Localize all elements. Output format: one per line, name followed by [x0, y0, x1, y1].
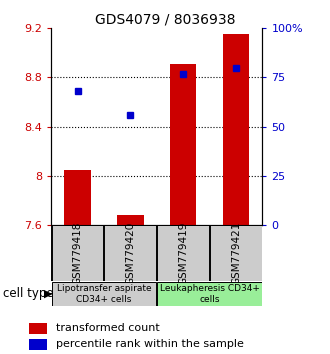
Text: transformed count: transformed count [56, 323, 160, 333]
Text: cell type: cell type [3, 287, 54, 300]
Bar [170, 64, 196, 225]
Bar [105, 225, 156, 281]
Bar [210, 225, 262, 281]
Text: GSM779418: GSM779418 [73, 221, 82, 285]
Text: GDS4079 / 8036938: GDS4079 / 8036938 [95, 12, 235, 27]
Bar [117, 215, 144, 225]
Text: GSM779421: GSM779421 [231, 221, 241, 285]
Bar [52, 282, 156, 306]
Bar [223, 34, 249, 225]
Text: Lipotransfer aspirate
CD34+ cells: Lipotransfer aspirate CD34+ cells [57, 284, 151, 303]
Bar [64, 170, 91, 225]
Bar [29, 338, 47, 350]
Text: GSM779419: GSM779419 [178, 221, 188, 285]
Bar [29, 322, 47, 334]
Bar [157, 282, 262, 306]
Text: Leukapheresis CD34+
cells: Leukapheresis CD34+ cells [160, 284, 259, 303]
Text: ▶: ▶ [44, 289, 52, 299]
Text: percentile rank within the sample: percentile rank within the sample [56, 339, 244, 349]
Bar [52, 225, 103, 281]
Bar [157, 225, 209, 281]
Text: GSM779420: GSM779420 [125, 222, 135, 285]
